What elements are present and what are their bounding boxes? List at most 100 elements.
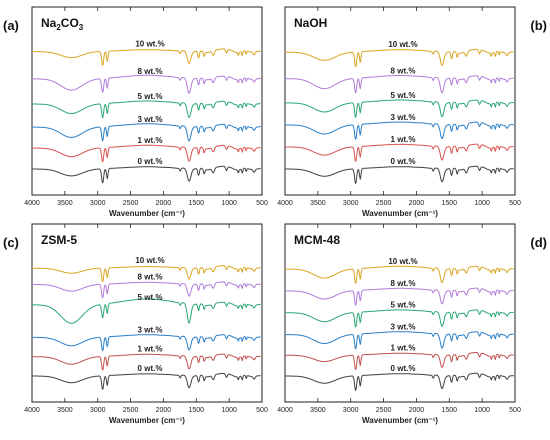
- x-tick-label: 1000: [474, 407, 490, 414]
- title-part: Na: [41, 16, 57, 30]
- x-tick-label: 1000: [221, 200, 237, 207]
- plot-frame: [31, 223, 263, 403]
- x-tick-label: 1500: [188, 407, 204, 414]
- panel-letter: (b): [530, 18, 547, 33]
- series-line-4: [32, 281, 261, 299]
- series-line-4: [32, 74, 261, 94]
- series-line-2: [285, 331, 514, 350]
- series-line-5: [32, 265, 261, 282]
- series-label-1: 1 wt.%: [138, 136, 163, 145]
- series-label-0: 0 wt.%: [138, 157, 163, 166]
- series-label-4: 8 wt.%: [138, 272, 163, 281]
- x-axis-label: Wavenumber (cm⁻¹): [362, 416, 438, 425]
- chart-panel-1: 4000 3500 3000 2500 2000 1500 1000 500 Wavenumbe…: [3, 6, 268, 218]
- series-label-3: 5 wt.%: [138, 92, 163, 101]
- x-tick-label: 2500: [123, 200, 139, 207]
- chart-panel-2: 4000 3500 3000 2500 2000 1500 1000 500 Wavenumbe…: [277, 6, 547, 218]
- series-line-1: [32, 353, 261, 371]
- series-label-0: 0 wt.%: [391, 157, 416, 166]
- series-line-3: [32, 298, 261, 324]
- x-tick-label: 3000: [90, 200, 106, 207]
- x-axis-label: Wavenumber (cm⁻¹): [109, 416, 185, 425]
- x-tick-label: 3500: [310, 200, 326, 207]
- series-line-0: [32, 372, 261, 390]
- series-line-4: [285, 75, 514, 94]
- title-part: 3: [79, 23, 84, 32]
- series-label-4: 8 wt.%: [391, 67, 416, 76]
- x-tick-label: 2500: [376, 407, 392, 414]
- title-part: 2: [56, 23, 61, 32]
- x-tick-label: 2000: [156, 200, 172, 207]
- x-tick-label: 4000: [277, 407, 293, 414]
- x-tick-label: 3000: [343, 407, 359, 414]
- series-label-5: 10 wt.%: [388, 40, 417, 49]
- series-label-1: 1 wt.%: [391, 135, 416, 144]
- series-line-0: [285, 372, 514, 391]
- x-tick-label: 4000: [24, 200, 40, 207]
- x-tick-label: 2500: [376, 200, 392, 207]
- x-tick-label: 2000: [156, 407, 172, 414]
- x-tick-label: 3500: [310, 407, 326, 414]
- panel-title: MCM-48: [294, 233, 340, 247]
- series-line-1: [285, 143, 514, 162]
- x-tick-label: 4000: [24, 407, 40, 414]
- series-label-3: 5 wt.%: [138, 293, 163, 302]
- series-line-4: [285, 287, 514, 306]
- x-axis-label: Wavenumber (cm⁻¹): [109, 209, 185, 218]
- x-tick-label: 3500: [57, 200, 73, 207]
- series-label-4: 8 wt.%: [391, 279, 416, 288]
- chart-panel-3: 4000 3500 3000 2500 2000 1500 1000 500 Wavenumbe…: [3, 223, 268, 425]
- panel-title: Na2CO3: [41, 16, 84, 32]
- series-label-3: 5 wt.%: [391, 91, 416, 100]
- panel-letter: (d): [530, 235, 547, 250]
- series-line-1: [285, 352, 514, 370]
- x-tick-label: 3500: [57, 407, 73, 414]
- x-tick-label: 2000: [409, 407, 425, 414]
- series-label-3: 5 wt.%: [391, 301, 416, 310]
- series-label-1: 1 wt.%: [391, 343, 416, 352]
- series-line-5: [285, 265, 514, 284]
- panel-letter: (a): [3, 18, 19, 33]
- panel-title: NaOH: [294, 16, 327, 30]
- x-tick-label: 500: [256, 407, 268, 414]
- series-line-5: [285, 48, 514, 67]
- x-tick-label: 1500: [188, 200, 204, 207]
- plot-frame: [284, 6, 516, 196]
- series-line-5: [32, 48, 261, 66]
- plot-frame: [31, 6, 263, 196]
- series-line-2: [32, 334, 261, 351]
- x-tick-label: 1000: [474, 200, 490, 207]
- x-tick-label: 2000: [409, 200, 425, 207]
- series-label-5: 10 wt.%: [135, 256, 164, 265]
- series-line-2: [32, 123, 261, 142]
- series-label-4: 8 wt.%: [138, 67, 163, 76]
- series-line-2: [285, 121, 514, 140]
- series-label-1: 1 wt.%: [138, 345, 163, 354]
- x-tick-label: 1500: [441, 200, 457, 207]
- x-tick-label: 1500: [441, 407, 457, 414]
- x-tick-label: 4000: [277, 200, 293, 207]
- series-line-3: [285, 309, 514, 328]
- series-line-0: [32, 165, 261, 184]
- title-part: CO: [61, 16, 79, 30]
- series-line-3: [32, 100, 261, 119]
- series-label-0: 0 wt.%: [391, 364, 416, 373]
- x-axis-label: Wavenumber (cm⁻¹): [362, 209, 438, 218]
- series-label-0: 0 wt.%: [138, 364, 163, 373]
- x-tick-label: 500: [256, 200, 268, 207]
- series-line-3: [285, 99, 514, 118]
- series-label-5: 10 wt.%: [388, 257, 417, 266]
- x-tick-label: 3000: [343, 200, 359, 207]
- x-tick-label: 500: [509, 200, 521, 207]
- x-tick-label: 1000: [221, 407, 237, 414]
- series-label-2: 3 wt.%: [138, 115, 163, 124]
- series-line-1: [32, 144, 261, 163]
- x-tick-label: 3000: [90, 407, 106, 414]
- series-line-0: [285, 165, 514, 184]
- panel-title: ZSM-5: [41, 233, 77, 247]
- series-label-2: 3 wt.%: [391, 113, 416, 122]
- series-label-2: 3 wt.%: [138, 325, 163, 334]
- x-tick-label: 500: [509, 407, 521, 414]
- chart-panel-4: 4000 3500 3000 2500 2000 1500 1000 500 Wavenumbe…: [277, 223, 547, 425]
